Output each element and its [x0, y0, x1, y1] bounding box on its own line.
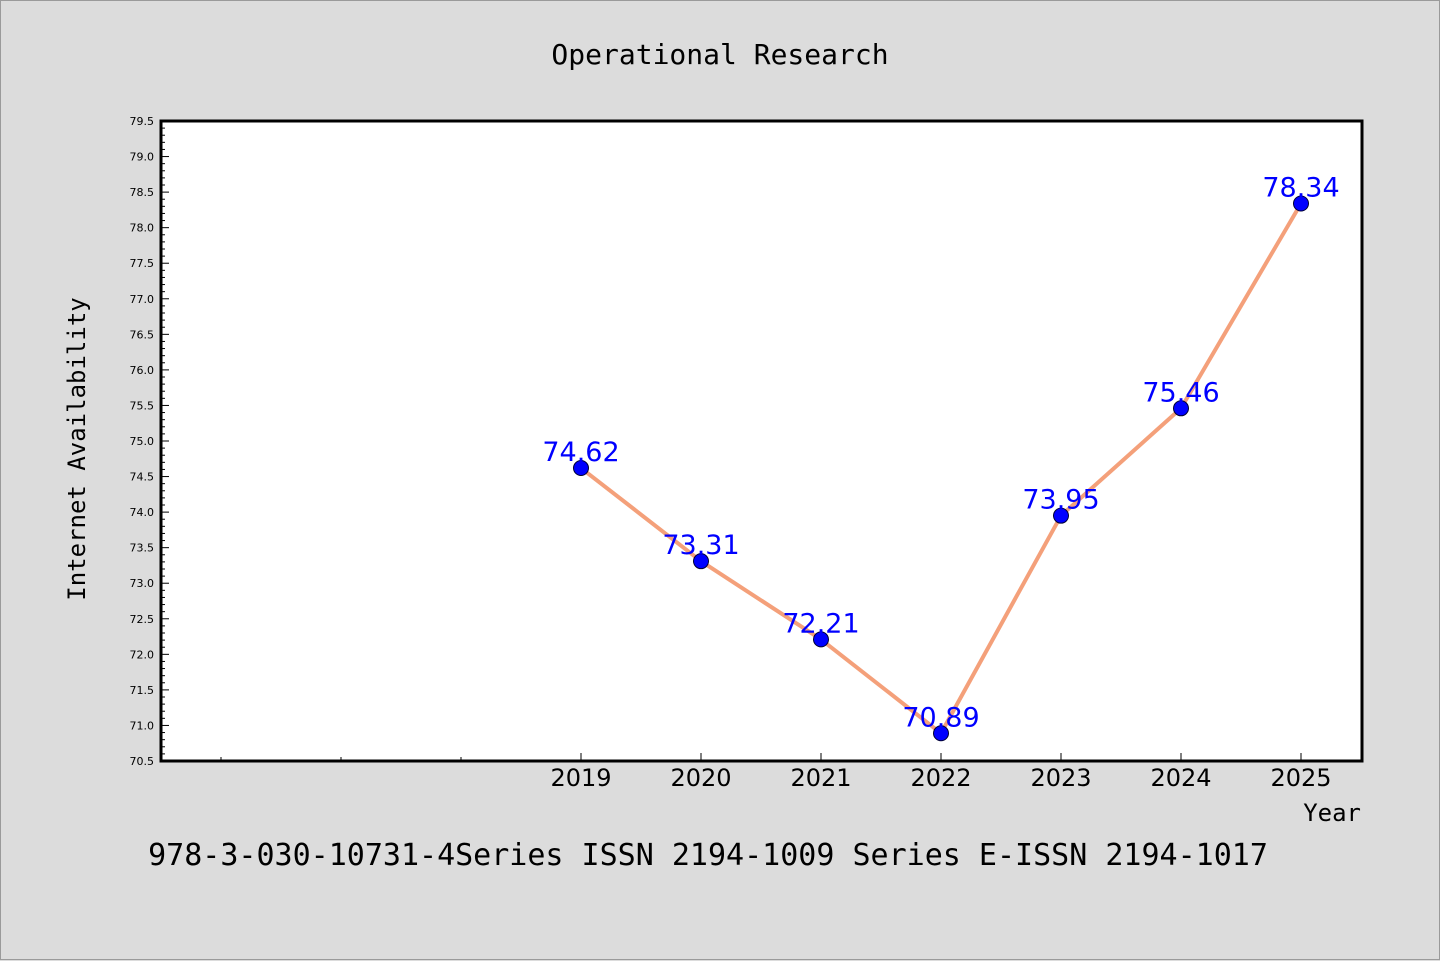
y-tick-label: 73.0: [130, 577, 155, 590]
data-point: [1173, 400, 1189, 417]
y-tick-label: 70.5: [130, 755, 155, 768]
data-point: [693, 553, 709, 570]
data-point: [933, 725, 949, 742]
plot-area: [159, 119, 1364, 763]
y-tick-label: 74.0: [130, 506, 155, 519]
data-label: 74.62: [542, 437, 619, 468]
y-tick-label: 78.5: [130, 186, 155, 199]
y-tick-label: 76.5: [130, 328, 155, 341]
y-tick-label: 75.5: [130, 399, 155, 412]
y-tick-label: 71.5: [130, 684, 155, 697]
x-tick-label: 2022: [910, 764, 971, 792]
data-label: 78.34: [1262, 172, 1339, 203]
data-point: [1293, 195, 1309, 212]
data-point: [813, 631, 829, 648]
x-tick-label: 2020: [670, 764, 731, 792]
y-tick-label: 79.0: [130, 151, 155, 164]
data-point: [573, 460, 589, 477]
y-tick-label: 77.0: [130, 293, 155, 306]
y-tick-label: 72.5: [130, 613, 155, 626]
y-tick-label: 72.0: [130, 648, 155, 661]
data-label: 70.89: [902, 702, 979, 733]
data-label: 73.95: [1022, 485, 1099, 516]
y-tick-label: 75.0: [130, 435, 155, 448]
y-tick-label: 71.0: [130, 719, 155, 732]
y-tick-label: 79.5: [130, 115, 155, 128]
x-tick-label: 2019: [550, 764, 611, 792]
y-tick-label: 77.5: [130, 257, 155, 270]
x-tick-label: 2025: [1270, 764, 1331, 792]
y-tick-label: 76.0: [130, 364, 155, 377]
x-tick-label: 2024: [1150, 764, 1211, 792]
y-tick-label: 74.5: [130, 471, 155, 484]
x-axis: 2019 2020 2021 2022 2023 2024 2025: [220, 753, 1332, 792]
chart-subtitle: 978-3-030-10731-4Series ISSN 2194-1009 S…: [148, 838, 1268, 873]
y-tick-label: 73.5: [130, 542, 155, 555]
data-point: [1053, 507, 1069, 524]
chart-title: Operational Research: [551, 38, 888, 71]
data-label: 72.21: [782, 608, 859, 639]
y-axis-label: Internet Availability: [63, 297, 91, 600]
data-label: 73.31: [662, 530, 739, 561]
x-axis-label: Year: [1303, 799, 1361, 827]
data-label: 75.46: [1142, 377, 1219, 408]
x-tick-label: 2023: [1030, 764, 1091, 792]
y-tick-label: 78.0: [130, 222, 155, 235]
y-axis: 70.5 71.0 71.5 72.0 72.5 73.0 73.5 74.0 74.5 75.0…: [130, 115, 169, 768]
x-tick-label: 2021: [790, 764, 851, 792]
series-line-group: 74.62 73.31 72.21 70.89 73.95 75.46 78.34: [542, 172, 1340, 742]
